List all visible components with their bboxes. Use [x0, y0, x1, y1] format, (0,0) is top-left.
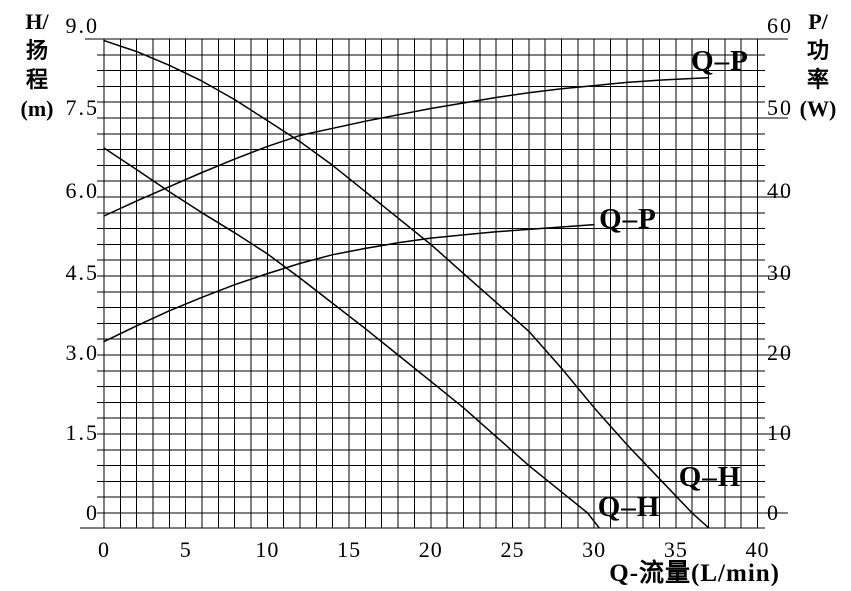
tick-label-y-left: 7.5 — [66, 95, 100, 120]
left-axis-title-line: H/ — [25, 9, 49, 34]
left-axis-title-line: 程 — [25, 67, 48, 92]
curve-label-qh-large: Q–H — [679, 461, 742, 493]
x-axis-title: Q-流量(L/min) — [609, 560, 780, 587]
right-axis-title-line: P/ — [808, 9, 828, 34]
curve-qp-small — [103, 223, 595, 343]
tick-label-y-left: 0 — [86, 500, 99, 525]
right-axis-title: P/ 功 率 (W) — [794, 7, 842, 123]
left-axis-title-line: 扬 — [25, 38, 48, 63]
tick-label-y-left: 9.0 — [66, 13, 100, 38]
tick-label-y-left: 4.5 — [66, 260, 100, 285]
tick-label-x: 25 — [500, 537, 524, 562]
tick-label-y-right: 50 — [767, 95, 793, 120]
curve-label-qh-small: Q–H — [598, 491, 661, 523]
tick-label-x: 30 — [582, 537, 606, 562]
curve-qp-large — [103, 76, 710, 217]
tick-label-y-left: 6.0 — [66, 178, 100, 203]
tick-label-x: 10 — [255, 537, 279, 562]
tick-label-y-right: 60 — [767, 13, 793, 38]
tick-label-y-right: 10 — [767, 420, 793, 445]
left-axis-title: H/ 扬 程 (m) — [13, 7, 61, 123]
tick-label-x: 40 — [746, 537, 770, 562]
left-axis-title-line: (m) — [20, 96, 54, 121]
tick-label-y-right: 20 — [767, 340, 793, 365]
tick-label-y-left: 3.0 — [66, 340, 100, 365]
tick-label-x: 15 — [337, 537, 361, 562]
curve-label-qp-large: Q–P — [691, 45, 749, 77]
tick-label-x: 5 — [180, 537, 192, 562]
tick-label-y-left: 1.5 — [66, 420, 100, 445]
curve-label-qp-small: Q–P — [599, 203, 657, 235]
right-axis-title-line: (W) — [799, 96, 837, 121]
tick-label-x: 0 — [98, 537, 110, 562]
tick-label-y-right: 30 — [767, 260, 793, 285]
tick-label-y-right: 40 — [767, 178, 793, 203]
right-axis-title-line: 功 — [806, 38, 829, 63]
tick-label-y-right: 0 — [767, 500, 780, 525]
curve-qh-small — [103, 147, 600, 529]
right-axis-title-line: 率 — [806, 67, 829, 92]
curve-qh-large — [103, 39, 710, 529]
tick-label-x: 20 — [419, 537, 443, 562]
tick-label-x: 35 — [664, 537, 688, 562]
